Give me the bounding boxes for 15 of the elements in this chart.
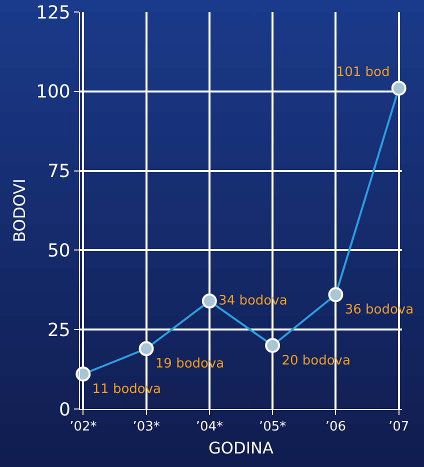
y-tick-label: 100 [36,82,70,103]
y-tick-label: 0 [58,399,70,420]
y-tick-label: 50 [47,240,70,262]
y-axis-title: BODOVI [10,178,29,242]
y-tick-label: 25 [47,320,70,341]
x-tick-label: ’03* [132,420,160,435]
x-tick-label: ’02* [70,420,98,435]
x-tick-label: ’04* [196,420,224,435]
y-tick-label: 75 [47,161,70,182]
data-label: 101 bod [336,64,390,80]
x-axis-title: GODINA [208,438,274,458]
y-tick-label: 125 [36,2,70,24]
x-tick-label: ’07 [388,420,410,435]
x-tick-label: ’05* [258,420,287,435]
x-tick-label: ’06 [325,420,346,435]
